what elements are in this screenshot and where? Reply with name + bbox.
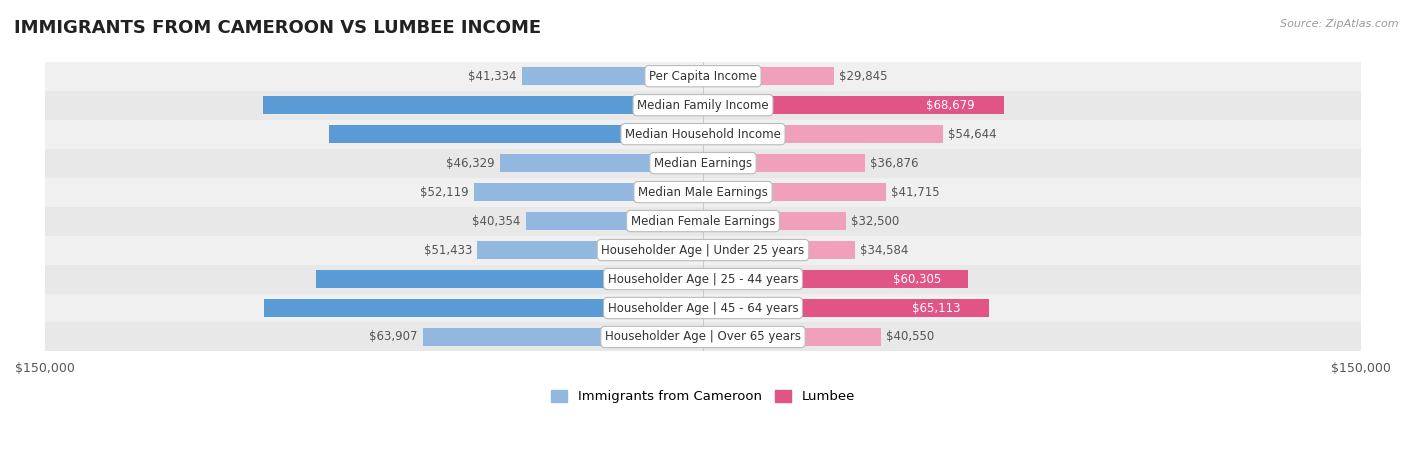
Bar — [264, 299, 703, 317]
Bar — [423, 328, 703, 346]
Text: Median Family Income: Median Family Income — [637, 99, 769, 112]
Text: $29,845: $29,845 — [839, 70, 887, 83]
Text: $41,334: $41,334 — [468, 70, 516, 83]
Bar — [703, 328, 882, 346]
Text: $85,314: $85,314 — [665, 127, 714, 141]
Bar — [45, 91, 1361, 120]
Bar — [703, 67, 834, 85]
Text: $46,329: $46,329 — [446, 156, 495, 170]
Text: Median Female Earnings: Median Female Earnings — [631, 214, 775, 227]
Text: $34,584: $34,584 — [860, 244, 908, 256]
Bar — [45, 62, 1361, 91]
Text: $40,354: $40,354 — [472, 214, 520, 227]
Text: Householder Age | Under 25 years: Householder Age | Under 25 years — [602, 244, 804, 256]
Text: $41,715: $41,715 — [891, 185, 939, 198]
Text: $100,289: $100,289 — [659, 99, 714, 112]
Bar — [703, 125, 943, 143]
Bar — [45, 264, 1361, 294]
Text: $63,907: $63,907 — [368, 331, 418, 344]
Bar — [522, 67, 703, 85]
Text: Source: ZipAtlas.com: Source: ZipAtlas.com — [1281, 19, 1399, 28]
Bar — [703, 241, 855, 259]
Text: $52,119: $52,119 — [420, 185, 470, 198]
Bar — [45, 177, 1361, 206]
Text: Householder Age | 45 - 64 years: Householder Age | 45 - 64 years — [607, 302, 799, 314]
Text: Median Male Earnings: Median Male Earnings — [638, 185, 768, 198]
Bar — [526, 212, 703, 230]
Text: $60,305: $60,305 — [893, 273, 941, 285]
Text: $36,876: $36,876 — [870, 156, 918, 170]
Text: $100,084: $100,084 — [659, 302, 714, 314]
Text: Householder Age | 25 - 44 years: Householder Age | 25 - 44 years — [607, 273, 799, 285]
Bar — [499, 154, 703, 172]
Bar — [263, 96, 703, 114]
Bar — [45, 120, 1361, 149]
Bar — [703, 96, 1004, 114]
Text: Per Capita Income: Per Capita Income — [650, 70, 756, 83]
Bar — [474, 183, 703, 201]
Legend: Immigrants from Cameroon, Lumbee: Immigrants from Cameroon, Lumbee — [546, 385, 860, 409]
Bar — [316, 270, 703, 288]
Text: Median Earnings: Median Earnings — [654, 156, 752, 170]
Bar — [703, 154, 865, 172]
Bar — [703, 212, 845, 230]
Text: $32,500: $32,500 — [851, 214, 898, 227]
Bar — [45, 323, 1361, 352]
Text: $68,679: $68,679 — [925, 99, 974, 112]
Text: $65,113: $65,113 — [911, 302, 960, 314]
Bar — [45, 235, 1361, 264]
Bar — [703, 299, 988, 317]
Text: Householder Age | Over 65 years: Householder Age | Over 65 years — [605, 331, 801, 344]
Text: Median Household Income: Median Household Income — [626, 127, 780, 141]
Text: IMMIGRANTS FROM CAMEROON VS LUMBEE INCOME: IMMIGRANTS FROM CAMEROON VS LUMBEE INCOM… — [14, 19, 541, 37]
Text: $54,644: $54,644 — [948, 127, 997, 141]
Text: $51,433: $51,433 — [423, 244, 472, 256]
Bar — [478, 241, 703, 259]
Bar — [703, 183, 886, 201]
Text: $40,550: $40,550 — [886, 331, 935, 344]
Bar — [703, 270, 967, 288]
Bar — [45, 206, 1361, 235]
Bar — [45, 294, 1361, 323]
Text: $88,214: $88,214 — [664, 273, 713, 285]
Bar — [329, 125, 703, 143]
Bar — [45, 149, 1361, 177]
